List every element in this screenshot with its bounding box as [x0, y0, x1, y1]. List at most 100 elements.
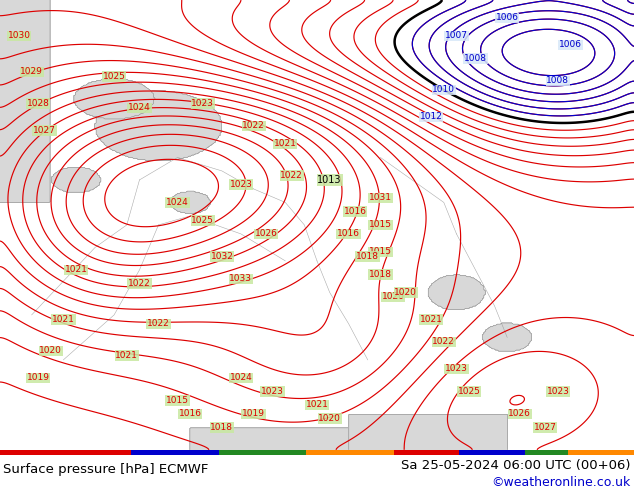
- Point: [0, 446, 5, 454]
- Text: 1015: 1015: [369, 220, 392, 229]
- Bar: [252, 450, 262, 455]
- Bar: [547, 450, 557, 455]
- Bar: [394, 450, 404, 455]
- Bar: [590, 450, 601, 455]
- Text: 1029: 1029: [20, 68, 43, 76]
- Bar: [601, 450, 612, 455]
- Bar: [55, 450, 65, 455]
- Text: 1028: 1028: [27, 99, 49, 108]
- Point: [0, 446, 5, 454]
- Text: Surface pressure [hPa] ECMWF: Surface pressure [hPa] ECMWF: [3, 463, 209, 476]
- Bar: [142, 450, 153, 455]
- Text: 1006: 1006: [559, 41, 582, 49]
- Bar: [350, 450, 361, 455]
- Point: [0, 446, 5, 454]
- Bar: [448, 450, 459, 455]
- Text: 1022: 1022: [128, 279, 151, 288]
- Point: [0, 446, 5, 454]
- Point: [0, 446, 5, 454]
- Text: 1027: 1027: [534, 423, 557, 432]
- Text: 1020: 1020: [382, 293, 404, 301]
- Text: 1026: 1026: [255, 229, 278, 239]
- Bar: [557, 450, 569, 455]
- Point: [0, 446, 5, 454]
- Text: 1024: 1024: [230, 373, 252, 382]
- Text: 1023: 1023: [261, 387, 284, 396]
- Bar: [579, 450, 590, 455]
- Point: [0, 446, 5, 454]
- Point: [0, 446, 5, 454]
- Text: 1022: 1022: [432, 337, 455, 346]
- Bar: [0, 450, 11, 455]
- Point: [0, 446, 5, 454]
- Text: 1025: 1025: [103, 72, 126, 81]
- Text: 1030: 1030: [8, 31, 30, 41]
- Text: 1008: 1008: [547, 76, 569, 85]
- Text: 1021: 1021: [274, 140, 297, 148]
- Text: 1008: 1008: [464, 54, 487, 63]
- Bar: [120, 450, 131, 455]
- Text: 1016: 1016: [344, 207, 366, 216]
- Bar: [273, 450, 284, 455]
- Point: [0, 446, 5, 454]
- Bar: [295, 450, 306, 455]
- Text: 1021: 1021: [115, 351, 138, 360]
- Text: 1018: 1018: [210, 423, 233, 432]
- Point: [0, 446, 5, 454]
- Text: 1013: 1013: [318, 175, 342, 185]
- Bar: [131, 450, 142, 455]
- Text: 1027: 1027: [33, 126, 56, 135]
- Bar: [109, 450, 120, 455]
- Point: [0, 446, 5, 454]
- Bar: [240, 450, 252, 455]
- Point: [0, 446, 5, 454]
- Bar: [77, 450, 87, 455]
- Point: [0, 446, 5, 454]
- Bar: [328, 450, 339, 455]
- Point: [0, 446, 5, 454]
- Text: 1023: 1023: [230, 180, 252, 189]
- Bar: [306, 450, 317, 455]
- Text: 1025: 1025: [458, 387, 481, 396]
- Point: [0, 446, 5, 454]
- Bar: [339, 450, 350, 455]
- Point: [0, 446, 5, 454]
- Text: 1023: 1023: [191, 99, 214, 108]
- Point: [0, 446, 5, 454]
- Bar: [164, 450, 175, 455]
- Text: 1024: 1024: [128, 103, 151, 113]
- Text: 1031: 1031: [369, 194, 392, 202]
- Bar: [514, 450, 525, 455]
- Bar: [22, 450, 33, 455]
- Text: 1022: 1022: [242, 122, 265, 130]
- Text: 1025: 1025: [191, 216, 214, 225]
- Bar: [612, 450, 623, 455]
- Text: 1032: 1032: [210, 252, 233, 261]
- Bar: [481, 450, 492, 455]
- Text: 1024: 1024: [166, 198, 189, 207]
- Text: 1015: 1015: [166, 396, 189, 405]
- Point: [0, 446, 5, 454]
- Text: 1033: 1033: [230, 274, 252, 283]
- Point: [0, 446, 5, 454]
- Bar: [382, 450, 394, 455]
- Bar: [219, 450, 230, 455]
- Text: 1016: 1016: [337, 229, 360, 239]
- Text: 1026: 1026: [508, 409, 531, 418]
- Text: 1018: 1018: [369, 270, 392, 279]
- Point: [0, 446, 5, 454]
- Point: [0, 446, 5, 454]
- Bar: [525, 450, 536, 455]
- Point: [0, 446, 5, 454]
- Bar: [208, 450, 219, 455]
- Bar: [404, 450, 415, 455]
- Point: [0, 446, 5, 454]
- Text: 1015: 1015: [369, 247, 392, 256]
- Text: ©weatheronline.co.uk: ©weatheronline.co.uk: [491, 476, 631, 490]
- Text: 1022: 1022: [147, 319, 170, 328]
- Text: 1021: 1021: [420, 315, 443, 324]
- Point: [0, 446, 5, 454]
- Point: [0, 446, 5, 454]
- Bar: [536, 450, 547, 455]
- Bar: [87, 450, 98, 455]
